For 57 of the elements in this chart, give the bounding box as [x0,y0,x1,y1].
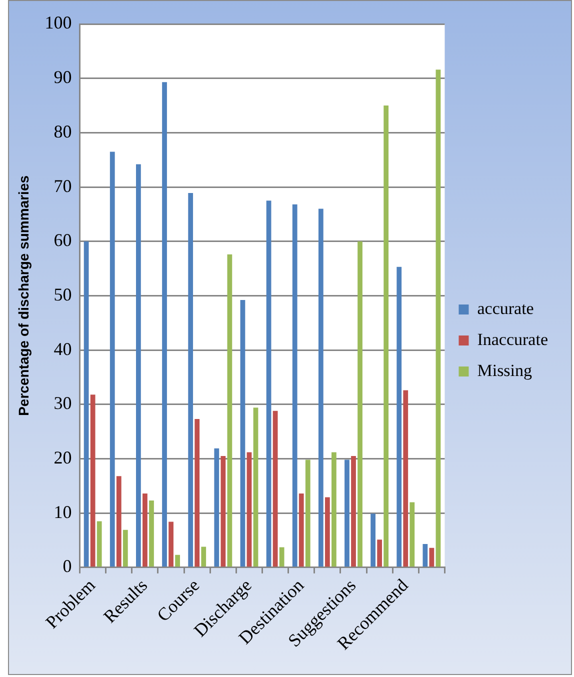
bar [142,493,148,567]
bar [194,419,200,567]
bar [253,408,258,567]
bar [149,500,154,567]
bar [116,476,122,567]
bar [403,390,408,567]
y-tick-label: 10 [54,502,72,522]
bar [436,70,441,567]
y-tick-label: 30 [54,393,72,414]
bar [110,152,115,567]
y-tick-label: 40 [54,338,72,359]
bar [370,514,376,567]
bar [344,460,350,567]
y-tick-label: 50 [54,284,72,304]
bar [136,164,141,567]
y-tick-label: 90 [54,67,72,88]
legend-label: Inaccurate [477,330,548,349]
bar [324,497,330,567]
bar [227,254,232,567]
y-tick-label: 100 [44,12,72,33]
y-tick-label: 80 [54,121,72,142]
bar [246,452,252,567]
bar [396,266,402,567]
bar [298,493,304,567]
bar [96,521,102,567]
bar [168,522,174,567]
y-tick-label: 20 [54,447,72,468]
bar [384,106,389,567]
bar [214,448,220,567]
bar [429,548,434,567]
bar [272,410,278,567]
bar [410,502,415,567]
bar [90,394,96,567]
bar [318,208,324,567]
bar [305,460,310,567]
bar [377,540,382,567]
bar [188,192,194,567]
bar [351,456,356,567]
bar [358,241,362,567]
bar [201,546,206,567]
bar [162,82,167,567]
y-axis-title: Percentage of discharge summaries [15,175,32,416]
bar [279,547,284,567]
y-tick-label: 70 [54,176,72,196]
bar [332,452,336,567]
y-tick-label: 0 [62,556,72,576]
bar [84,241,89,567]
bar [240,300,246,567]
bar [422,544,428,567]
bar [175,554,180,567]
y-tick-label: 60 [54,230,72,250]
bar [122,530,128,567]
bar [292,204,298,567]
legend-label: accurate [477,298,534,318]
bar [220,456,226,567]
legend-label: Missing [477,360,533,380]
bar [266,200,272,567]
